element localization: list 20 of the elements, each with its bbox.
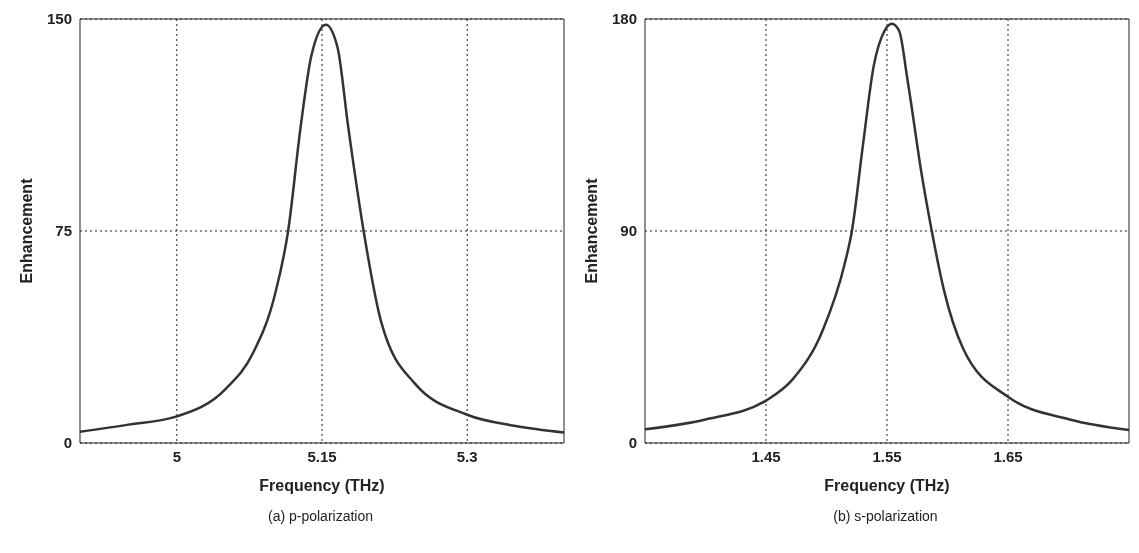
y-axis-title: Enhancement bbox=[582, 177, 600, 284]
line-series bbox=[80, 23, 564, 434]
x-tick-label: 5 bbox=[172, 447, 181, 465]
y-tick-label: 180 bbox=[611, 10, 637, 28]
x-axis-title: Frequency (THz) bbox=[259, 477, 385, 494]
y-tick-label: 75 bbox=[55, 222, 72, 240]
y-tick-label: 0 bbox=[628, 434, 637, 452]
x-tick-label: 5.15 bbox=[307, 447, 337, 465]
y-axis-title: Enhancement bbox=[17, 177, 35, 284]
line-series bbox=[645, 22, 1129, 432]
x-axis-title: Frequency (THz) bbox=[824, 477, 950, 494]
x-tick-label: 1.45 bbox=[751, 447, 781, 465]
x-tick-label: 1.55 bbox=[872, 447, 902, 465]
y-tick-label: 150 bbox=[46, 10, 72, 28]
y-tick-label: 0 bbox=[63, 434, 72, 452]
text: (a) p-polarization bbox=[266, 508, 375, 524]
text: (b) s-polarization bbox=[832, 508, 939, 524]
y-tick-label: 90 bbox=[620, 222, 637, 240]
x-tick-label: 1.65 bbox=[993, 447, 1023, 465]
x-tick-label: 5.3 bbox=[456, 447, 478, 465]
